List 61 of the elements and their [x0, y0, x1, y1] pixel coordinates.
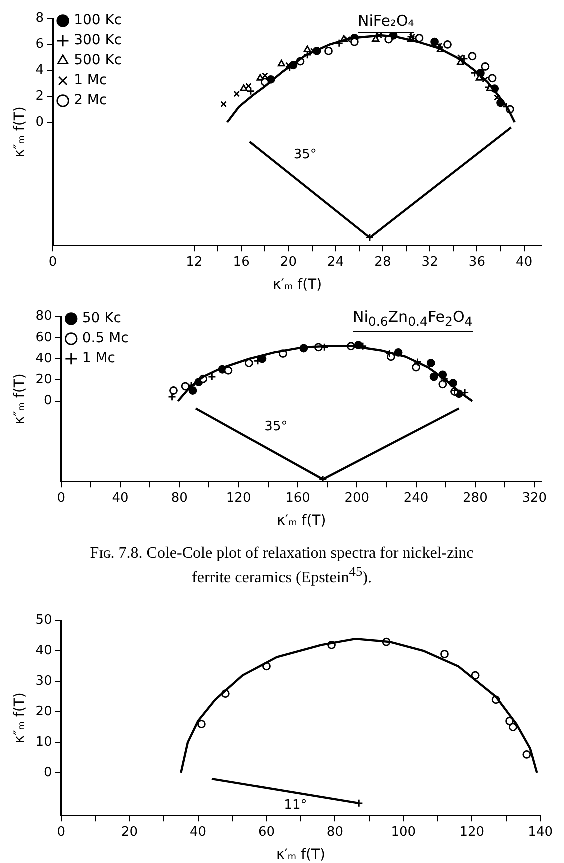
- x-tick-label: 320: [522, 490, 548, 506]
- legend-label: 50 Kc: [82, 310, 122, 327]
- y-tick-label: 4: [36, 63, 44, 78]
- y-tick-label: 80: [36, 309, 52, 324]
- y-tick-label: 50: [36, 614, 52, 629]
- x-tick-label: 40: [190, 825, 207, 840]
- chart-title: NiFe₂O₄: [358, 12, 414, 33]
- y-tick-label: 6: [36, 37, 44, 52]
- y-tick-label: 0: [44, 766, 52, 781]
- y-axis-title: κ″ₘ f(T): [12, 374, 28, 425]
- y-tick-label: 0: [36, 114, 44, 130]
- y-tick-label: 40: [36, 644, 52, 659]
- y-axis-title: κ″ₘ f(T): [12, 692, 28, 744]
- x-tick-label: 40: [112, 490, 129, 506]
- legend-label: 500 Kc: [74, 52, 122, 69]
- y-tick-label: 20: [36, 372, 52, 388]
- x-tick-label: 12: [186, 254, 203, 270]
- y-tick-label: 8: [36, 11, 44, 26]
- legend-label: 2 Mc: [74, 92, 108, 109]
- x-tick-label: 120: [460, 825, 485, 840]
- x-tick-label: 100: [391, 825, 416, 840]
- x-tick-label: 120: [226, 490, 252, 506]
- y-tick-label: 0: [44, 394, 52, 409]
- y-tick-label: 60: [36, 330, 52, 346]
- y-tick-label: 2: [36, 88, 44, 104]
- legend-label: 100 Kc: [74, 12, 122, 29]
- x-tick-label: 32: [422, 254, 438, 270]
- x-tick-label: 160: [286, 490, 310, 506]
- x-tick-label: 240: [404, 490, 429, 506]
- annotation: 11°: [284, 798, 308, 814]
- chart-title: Ni$_{0.6}$Zn$_{0.4}$Fe$_{2}$O$_{4}$: [353, 308, 473, 332]
- x-tick-label: 60: [258, 825, 276, 840]
- y-tick-label: 20: [36, 704, 52, 720]
- x-axis-title: κ′ₘ f(T): [276, 848, 326, 863]
- legend-label: 1 Mc: [74, 72, 108, 89]
- annotation: 35°: [294, 147, 317, 162]
- x-tick-label: 20: [122, 825, 138, 840]
- x-tick-label: 0: [57, 825, 66, 840]
- x-tick-label: 280: [463, 490, 488, 506]
- x-tick-label: 16: [233, 254, 250, 270]
- x-tick-label: 28: [374, 254, 392, 270]
- x-axis-title: κ′ₘ f(T): [273, 277, 322, 294]
- x-axis-title: κ′ₘ f(T): [277, 513, 326, 530]
- x-tick-label: 200: [344, 490, 370, 506]
- x-tick-label: 140: [528, 825, 554, 840]
- x-tick-label: 36: [468, 254, 486, 270]
- legend-label: 0.5 Mc: [82, 330, 129, 347]
- text: Fɪɢ. 7.8. Cole-Cole plot of relaxation spectra for nickel-zinc ferrite ceramics (Epstein$^{45}$).: [89, 544, 475, 588]
- x-tick-label: 20: [280, 254, 297, 270]
- x-tick-label: 0: [57, 490, 66, 506]
- x-tick-label: 24: [328, 254, 344, 270]
- y-tick-label: 30: [36, 674, 52, 690]
- x-tick-label: 80: [171, 490, 188, 506]
- legend-label: 1 Mc: [82, 350, 116, 367]
- x-tick-label: 80: [326, 825, 344, 840]
- annotation: 35°: [264, 420, 288, 435]
- y-axis-title: κ″ₘ f(T): [12, 106, 28, 158]
- y-tick-label: 40: [36, 351, 52, 366]
- y-tick-label: 10: [36, 735, 52, 750]
- x-tick-label: 40: [516, 254, 533, 270]
- legend-label: 300 Kc: [74, 32, 122, 49]
